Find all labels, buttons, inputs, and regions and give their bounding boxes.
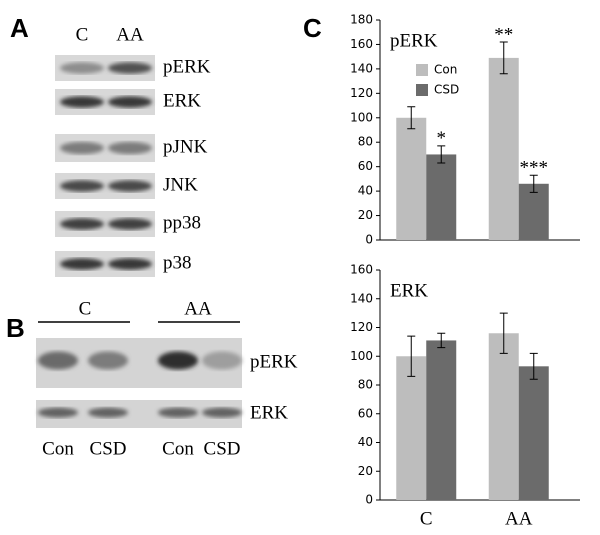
bar [396, 117, 427, 240]
band [158, 407, 198, 418]
y-tick-label: 20 [358, 464, 373, 478]
lane-label: Con [42, 438, 74, 459]
band [88, 407, 128, 418]
bar [488, 333, 519, 500]
band [108, 141, 152, 155]
legend-swatch [416, 84, 428, 96]
error-bar [529, 174, 538, 193]
y-tick-label: 120 [350, 320, 373, 334]
y-tick-label: 60 [358, 159, 373, 173]
x-tick-label: AA [505, 508, 533, 529]
row-label: pJNK [163, 136, 208, 157]
band [38, 351, 78, 370]
legend-label: CSD [434, 83, 459, 97]
error-bar [407, 335, 416, 377]
band [108, 96, 152, 108]
chart-title: ERK [390, 280, 428, 301]
chart-title: pERK [390, 30, 438, 51]
error-bar [407, 106, 416, 130]
band [60, 141, 104, 155]
y-tick-label: 100 [350, 110, 373, 124]
band [202, 407, 242, 418]
band [158, 351, 198, 370]
annotation: ** [494, 24, 513, 45]
y-tick-label: 0 [365, 233, 373, 247]
legend-label: Con [434, 63, 457, 77]
row-label: pERK [163, 56, 211, 77]
band [60, 258, 104, 270]
y-tick-label: 140 [350, 291, 373, 305]
panel-label: A [10, 13, 29, 43]
group-label: C [79, 298, 92, 319]
band [108, 218, 152, 230]
band [108, 180, 152, 192]
y-tick-label: 60 [358, 406, 373, 420]
y-tick-label: 140 [350, 61, 373, 75]
row-label: JNK [163, 174, 198, 195]
y-tick-label: 180 [350, 13, 373, 27]
y-tick-label: 100 [350, 349, 373, 363]
lane-label: CSD [90, 438, 127, 459]
band [88, 351, 128, 370]
bar [396, 356, 427, 500]
y-tick-label: 40 [358, 435, 373, 449]
y-tick-label: 20 [358, 208, 373, 222]
legend-swatch [416, 64, 428, 76]
lane-label: Con [162, 438, 194, 459]
panel-label: C [303, 13, 322, 43]
band [108, 258, 152, 270]
band [60, 62, 104, 74]
lane-label: CSD [204, 438, 241, 459]
bar [426, 154, 457, 240]
y-tick-label: 120 [350, 86, 373, 100]
x-tick-label: C [420, 508, 433, 529]
bar [488, 57, 519, 241]
error-bar [499, 41, 508, 75]
error-bar [437, 332, 446, 349]
lane-label: C [76, 24, 89, 45]
band [60, 96, 104, 108]
band [60, 218, 104, 230]
error-bar [529, 352, 538, 380]
band [202, 351, 242, 370]
band [60, 180, 104, 192]
annotation: *** [520, 158, 549, 179]
y-tick-label: 0 [365, 493, 373, 507]
error-bar [499, 312, 508, 354]
panel-label: B [6, 313, 25, 343]
row-label: pERK [250, 351, 298, 372]
bar [426, 340, 457, 500]
y-tick-label: 80 [358, 135, 373, 149]
y-tick-label: 160 [350, 37, 373, 51]
row-label: pp38 [163, 212, 201, 233]
y-tick-label: 80 [358, 378, 373, 392]
bar [518, 366, 549, 500]
band [108, 62, 152, 74]
bar [518, 183, 549, 240]
y-tick-label: 160 [350, 263, 373, 277]
lane-label: AA [116, 24, 144, 45]
row-label: ERK [163, 90, 201, 111]
group-label: AA [184, 298, 212, 319]
row-label: ERK [250, 402, 288, 423]
band [38, 407, 78, 418]
y-tick-label: 40 [358, 184, 373, 198]
error-bar [437, 145, 446, 164]
row-label: p38 [163, 252, 192, 273]
annotation: * [437, 128, 447, 149]
